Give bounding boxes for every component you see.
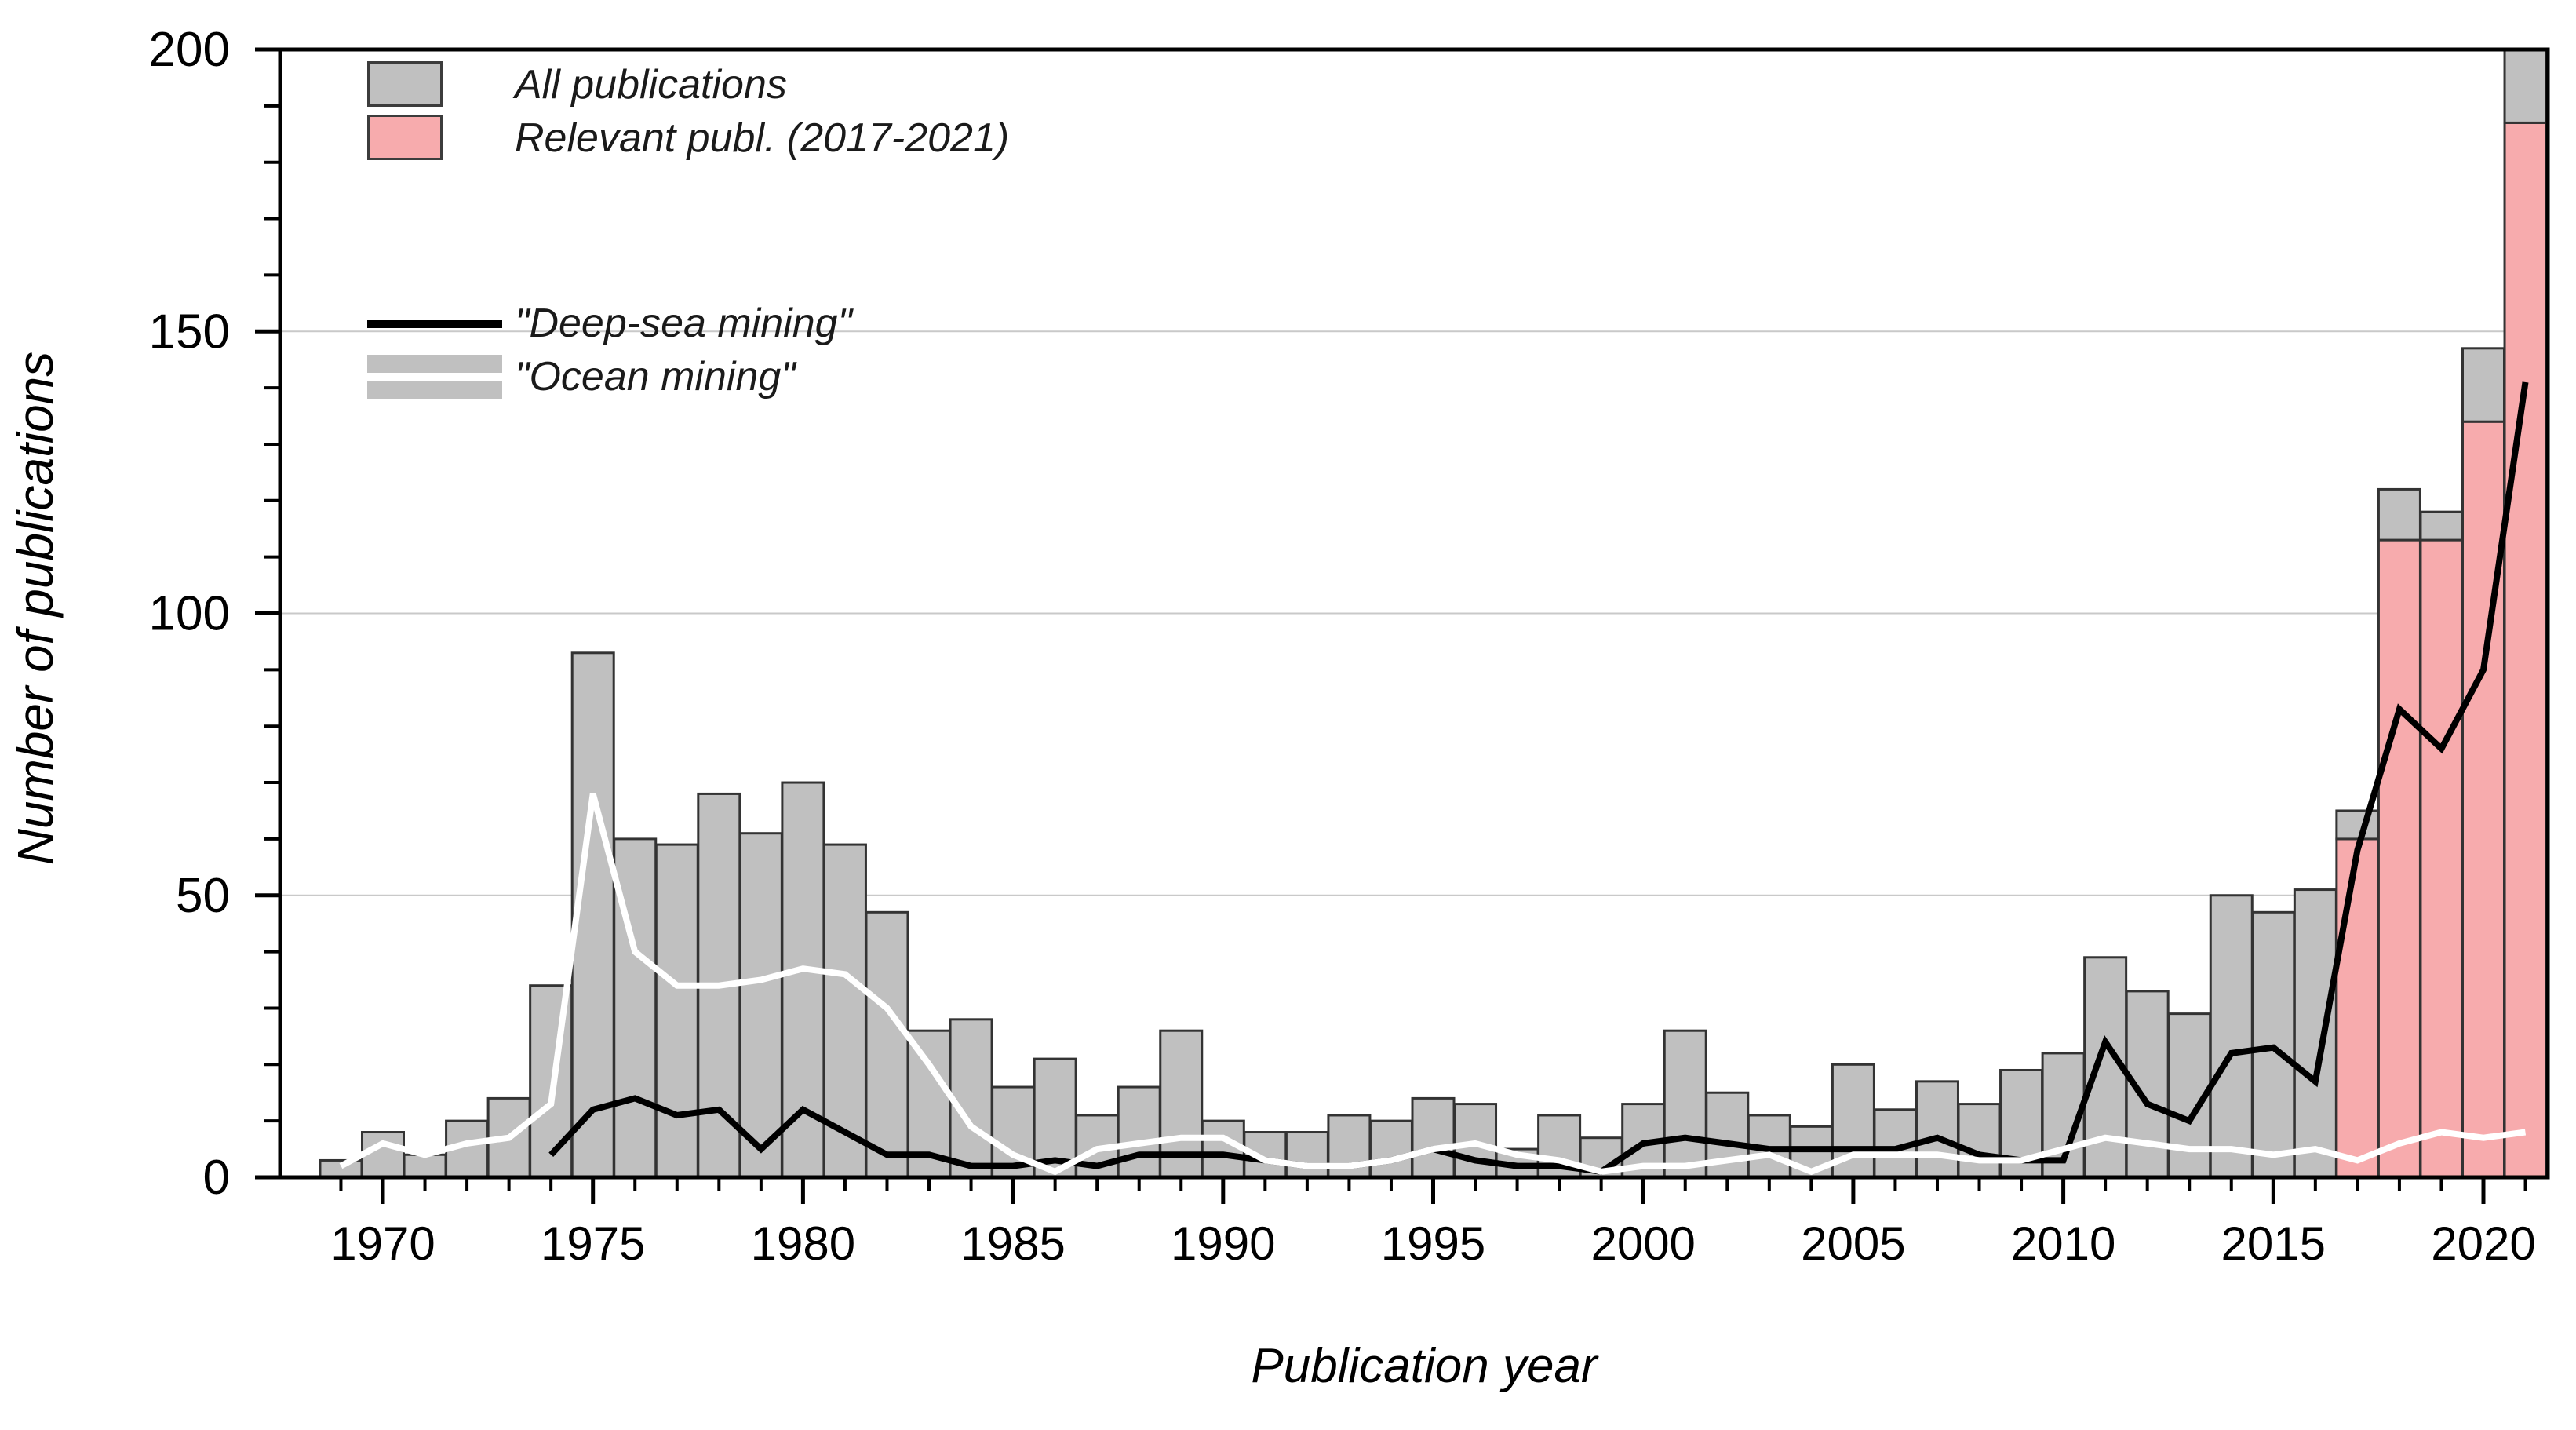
bar-relevant-2019 [2419, 538, 2464, 1179]
bar-relevant-2018 [2377, 538, 2421, 1179]
legend-swatch-relevant-publications-icon [367, 115, 443, 160]
bar-all-1977 [654, 843, 699, 1179]
x-tick-label-1970: 1970 [330, 1217, 435, 1270]
x-tick-label-2005: 2005 [1801, 1217, 1905, 1270]
legend-deep-sea-line-icon [367, 320, 502, 328]
x-tick-label-2000: 2000 [1590, 1217, 1695, 1270]
y-tick-label-100: 100 [149, 587, 230, 641]
legend-ocean-mining-line-icon [367, 355, 502, 399]
legend-label-deep-sea-mining: "Deep-sea mining" [515, 301, 853, 346]
line-deep-sea-mining [548, 381, 2529, 1175]
bar-relevant-2020 [2461, 420, 2505, 1179]
bar-all-cap-2019 [2419, 510, 2464, 542]
bar-all-1992 [1284, 1131, 1329, 1179]
bar-all-1988 [1117, 1085, 1161, 1179]
legend-label-relevant-publications: Relevant publ. (2017-2021) [515, 115, 1010, 161]
bar-all-cap-2018 [2377, 487, 2421, 542]
y-axis-title: Number of publications [7, 351, 64, 866]
y-tick-label-0: 0 [203, 1151, 230, 1205]
legend-label-ocean-mining: "Ocean mining" [515, 354, 796, 399]
bar-all-2001 [1663, 1029, 1707, 1179]
legend-swatch-all-publications-icon [367, 61, 443, 107]
line-ocean-mining [339, 793, 2527, 1176]
bar-all-1994 [1368, 1119, 1413, 1179]
bar-all-cap-2020 [2461, 347, 2505, 423]
y-tick-label-150: 150 [149, 305, 230, 359]
x-tick-label-2015: 2015 [2221, 1217, 2326, 1270]
x-tick-label-2010: 2010 [2011, 1217, 2115, 1270]
bar-all-1971 [403, 1153, 447, 1179]
bar-all-2008 [1957, 1103, 2002, 1179]
y-tick-label-200: 200 [149, 23, 230, 77]
legend-label-all-publications: All publications [515, 62, 787, 108]
x-tick-label-1990: 1990 [1171, 1217, 1275, 1270]
bar-all-2016 [2293, 888, 2337, 1179]
bar-relevant-2021 [2503, 121, 2548, 1179]
bar-all-1995 [1411, 1096, 1456, 1179]
x-tick-label-1975: 1975 [541, 1217, 645, 1270]
y-tick-label-50: 50 [176, 869, 230, 923]
x-tick-label-1995: 1995 [1381, 1217, 1485, 1270]
bar-all-1979 [738, 832, 783, 1179]
x-tick-label-2020: 2020 [2431, 1217, 2535, 1270]
bar-relevant-2017 [2335, 837, 2380, 1179]
bar-all-2014 [2209, 894, 2254, 1179]
bar-all-1984 [949, 1018, 993, 1179]
bar-all-cap-2017 [2335, 809, 2380, 841]
bar-all-cap-2021 [2503, 48, 2548, 124]
x-tick-label-1980: 1980 [751, 1217, 855, 1270]
x-tick-label-1985: 1985 [960, 1217, 1065, 1270]
x-axis-title: Publication year [1251, 1339, 1598, 1393]
bar-all-1982 [865, 910, 909, 1179]
bar-all-2007 [1915, 1080, 1959, 1179]
